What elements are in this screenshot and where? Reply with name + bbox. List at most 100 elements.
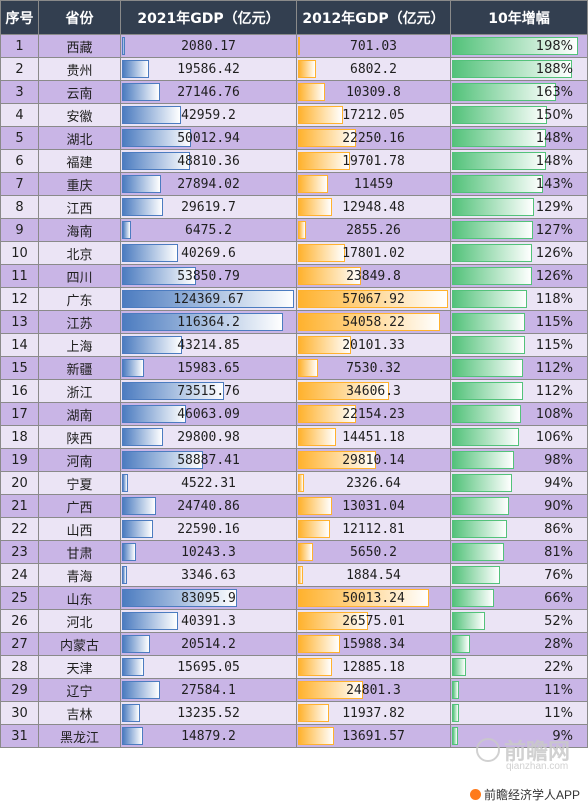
gdp-2021-cell: 42959.2 [120,103,297,127]
gdp-2021-cell-bar [122,83,160,101]
gdp-2021-cell-value: 29619.7 [181,199,236,215]
gdp-2021-cell-value: 15983.65 [177,360,240,376]
growth-cell-bar [452,451,514,469]
table-row: 10 北京 40269.6 17801.02 126% [0,241,588,265]
gdp-2012-cell: 12948.48 [296,195,451,219]
table-row: 4 安徽 42959.2 17212.05 150% [0,103,588,127]
growth-cell: 94% [450,471,588,495]
gdp-2012-cell-bar [298,359,318,377]
province-cell: 甘肃 [38,540,121,564]
gdp-2021-cell-value: 40269.6 [181,245,236,261]
growth-cell-bar [452,704,459,722]
growth-cell: 163% [450,80,588,104]
table-row: 9 海南 6475.2 2855.26 127% [0,218,588,242]
province-cell: 湖南 [38,402,121,426]
growth-cell-bar [452,313,525,331]
gdp-2012-cell-value: 12112.81 [342,521,405,537]
growth-cell-value: 94% [544,475,573,491]
growth-cell-bar [452,589,494,607]
gdp-2021-cell: 20514.2 [120,632,297,656]
growth-cell-bar [452,221,533,239]
rank-cell: 20 [0,471,39,495]
rank-cell: 3 [0,80,39,104]
gdp-2021-cell-bar [122,681,160,699]
province-cell: 陕西 [38,425,121,449]
gdp-2012-cell: 6802.2 [296,57,451,81]
rank-cell: 24 [0,563,39,587]
gdp-2012-cell-bar [298,405,356,423]
gdp-2012-cell-bar [298,221,306,239]
growth-cell-value: 28% [544,636,573,652]
growth-cell: 28% [450,632,588,656]
gdp-2012-cell: 19701.78 [296,149,451,173]
gdp-2021-cell-value: 14879.2 [181,728,236,744]
province-cell: 山东 [38,586,121,610]
growth-cell-value: 98% [544,452,573,468]
gdp-2012-cell-bar [298,543,313,561]
gdp-2012-cell-bar [298,152,350,170]
growth-cell-bar [452,129,546,147]
gdp-2012-cell-value: 7530.32 [346,360,401,376]
gdp-2021-cell-bar [122,152,190,170]
table-row: 30 吉林 13235.52 11937.82 11% [0,701,588,725]
gdp-2012-cell-bar [298,704,329,722]
gdp-2021-cell: 15983.65 [120,356,297,380]
growth-cell-value: 115% [535,314,573,330]
gdp-2012-cell-value: 6802.2 [350,61,397,77]
gdp-2012-cell-bar [298,520,330,538]
growth-cell-value: 163% [535,84,573,100]
gdp-2021-cell-value: 6475.2 [185,222,232,238]
growth-cell: 98% [450,448,588,472]
rank-cell: 15 [0,356,39,380]
growth-cell-bar [452,612,485,630]
gdp-2012-cell-value: 50013.24 [342,590,405,606]
growth-cell-bar [452,658,466,676]
gdp-2012-cell-bar [298,106,343,124]
gdp-2021-cell-value: 29800.98 [177,429,240,445]
rank-cell: 4 [0,103,39,127]
gdp-2012-cell: 20101.33 [296,333,451,357]
rank-cell: 7 [0,172,39,196]
gdp-2012-cell-bar [298,37,300,55]
rank-cell: 21 [0,494,39,518]
gdp-2021-cell-value: 27584.1 [181,682,236,698]
gdp-2012-cell-value: 12948.48 [342,199,405,215]
gdp-2012-cell-bar [298,313,440,331]
province-cell: 吉林 [38,701,121,725]
gdp-2021-cell-bar [122,658,144,676]
rank-cell: 28 [0,655,39,679]
province-cell: 黑龙江 [38,724,121,748]
gdp-2012-cell-value: 12885.18 [342,659,405,675]
table-body: 1 西藏 2080.17 701.03 198% 2 贵州 19586.42 6802.2 188… [0,34,588,748]
gdp-2021-cell-value: 42959.2 [181,107,236,123]
rank-cell: 5 [0,126,39,150]
growth-cell: 112% [450,379,588,403]
rank-cell: 22 [0,517,39,541]
growth-cell-value: 106% [535,429,573,445]
growth-cell-value: 22% [544,659,573,675]
gdp-2012-cell-value: 701.03 [350,38,397,54]
table-row: 20 宁夏 4522.31 2326.64 94% [0,471,588,495]
table-row: 18 陕西 29800.98 14451.18 106% [0,425,588,449]
gdp-2012-cell-bar [298,244,345,262]
growth-cell-bar [452,566,500,584]
gdp-2012-cell: 7530.32 [296,356,451,380]
gdp-2012-cell: 22250.16 [296,126,451,150]
gdp-2021-cell-value: 73515.76 [177,383,240,399]
table-row: 7 重庆 27894.02 11459 143% [0,172,588,196]
growth-cell: 127% [450,218,588,242]
rank-cell: 10 [0,241,39,265]
gdp-2021-cell-bar [122,129,191,147]
gdp-2012-cell-bar [298,129,356,147]
gdp-2021-cell: 27894.02 [120,172,297,196]
province-cell: 天津 [38,655,121,679]
gdp-2021-cell: 50012.94 [120,126,297,150]
rank-cell: 30 [0,701,39,725]
gdp-2012-cell: 29810.14 [296,448,451,472]
header-gdp-2012: 2012年GDP（亿元） [296,0,451,35]
table-row: 31 黑龙江 14879.2 13691.57 9% [0,724,588,748]
table-row: 21 广西 24740.86 13031.04 90% [0,494,588,518]
province-cell: 江西 [38,195,121,219]
growth-cell: 9% [450,724,588,748]
gdp-2021-cell: 27584.1 [120,678,297,702]
